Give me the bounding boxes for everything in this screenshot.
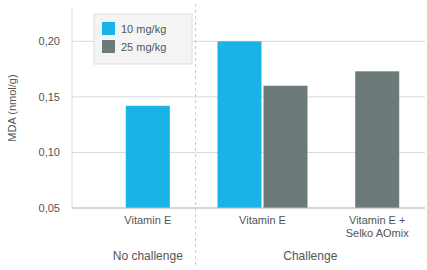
grid: [72, 41, 425, 208]
bar: [126, 106, 170, 208]
legend-label: 25 mg/kg: [121, 41, 166, 53]
y-tick-label: 0,20: [39, 35, 60, 47]
category-label: Vitamin E +Selko AOmix: [346, 214, 409, 239]
category-label: Vitamin E: [124, 214, 171, 226]
y-tick-label: 0,10: [39, 146, 60, 158]
chart: 0,05 0,10 0,15 0,20 MDA (nmol/g) Vitamin E Vit…: [0, 0, 427, 270]
grid-line: [72, 208, 425, 209]
bar: [264, 86, 308, 208]
legend-swatch: [102, 22, 115, 35]
bar: [355, 71, 399, 208]
y-tick-label: 0,05: [39, 202, 60, 214]
y-tick-label: 0,15: [39, 91, 60, 103]
y-axis-line: [72, 8, 73, 208]
group-label: No challenge: [113, 249, 183, 263]
bars: [126, 41, 399, 208]
legend: 10 mg/kg 25 mg/kg: [94, 14, 192, 64]
category-label: Vitamin E: [239, 214, 286, 226]
legend-label: 10 mg/kg: [121, 23, 166, 35]
legend-swatch: [102, 40, 115, 53]
x-axis-line: [72, 208, 425, 209]
legend-box: [94, 14, 192, 64]
y-axis-label: MDA (nmol/g): [6, 74, 18, 141]
group-divider: [195, 4, 196, 266]
bar: [218, 41, 262, 208]
group-label: Challenge: [283, 249, 337, 263]
